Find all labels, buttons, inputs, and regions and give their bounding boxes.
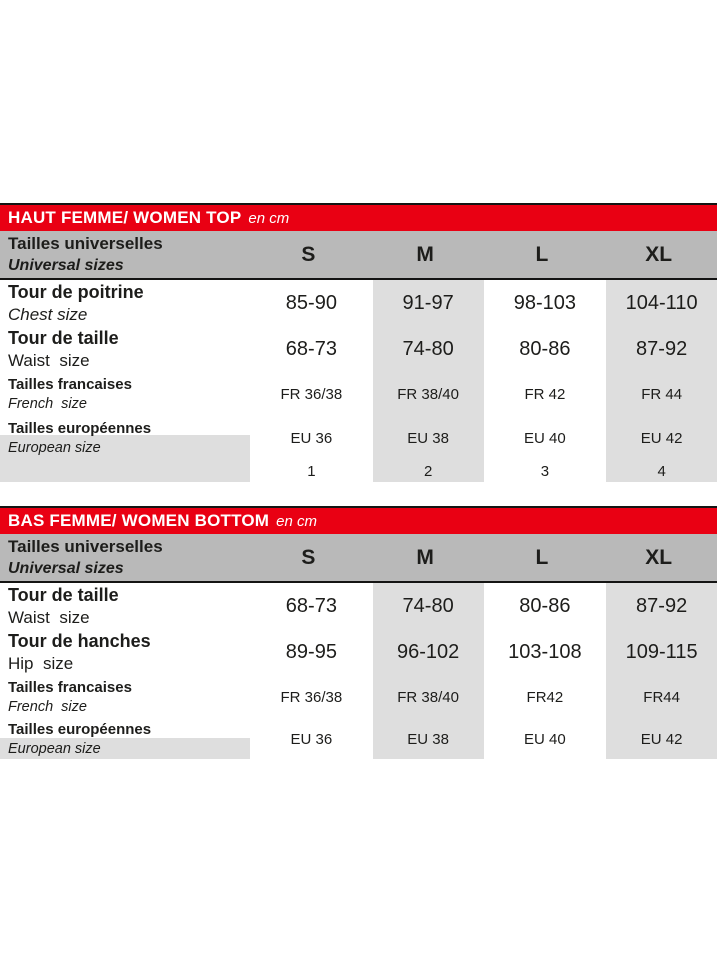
table-header-row: Tailles universelles Universal sizes S M L XL [0, 231, 717, 280]
table-row: Tailles francaises French size FR 36/38 FR … [0, 675, 717, 719]
size-value-cell: EU 38 [372, 719, 484, 759]
size-value-cell: 87-92 [606, 326, 717, 372]
size-table: HAUT FEMME/ WOMEN TOP en cm Tailles univer… [0, 203, 717, 482]
row-label: Tailles européennes European size [0, 719, 250, 759]
row-label: Tour de poitrine Chest size [0, 280, 250, 326]
size-value-cell: 85-90 [285, 291, 337, 314]
row-label-en: Chest size [8, 305, 88, 324]
footer-number-cell: 1 [307, 462, 316, 480]
row-label-fr: Tour de taille [8, 328, 119, 348]
size-value-cell: 80-86 [519, 337, 571, 360]
size-column-header: M [416, 545, 434, 569]
table-unit-label: en cm [276, 512, 318, 530]
row-label-en: European size [8, 741, 101, 757]
row-label-en: Hip size [8, 654, 74, 673]
table-title-band: BAS FEMME/ WOMEN BOTTOM en cm [0, 506, 717, 534]
size-charts-page: HAUT FEMME/ WOMEN TOP en cm Tailles univer… [0, 203, 720, 759]
row-label-fr: Tour de hanches [8, 631, 151, 651]
size-value-cell: EU 40 [524, 730, 566, 748]
size-column-header: L [535, 545, 549, 569]
row-label-fr: Tailles européennes [8, 420, 152, 437]
row-label-en: French size [8, 396, 87, 412]
row-label-fr: Tailles francaises [8, 376, 132, 393]
size-column-header: L [535, 242, 549, 266]
table-row: Tour de poitrine Chest size 85-90 91-97 98-1… [0, 280, 717, 326]
table-title: HAUT FEMME/ WOMEN TOP [8, 208, 242, 227]
row-label: Tailles francaises French size [0, 675, 250, 719]
corner-label: Tailles universelles Universal sizes [0, 231, 250, 278]
table-row: Tailles européennes European size EU 36 EU … [0, 416, 717, 460]
size-value-cell: FR 36/38 [280, 688, 343, 706]
corner-label: Tailles universelles Universal sizes [0, 534, 250, 581]
size-value-cell: FR 44 [606, 372, 717, 416]
size-value-cell: FR 38/40 [372, 372, 484, 416]
row-label: Tailles européennes European size [0, 416, 250, 460]
size-value-cell: 109-115 [606, 629, 717, 675]
row-label-fr: Tailles européennes [8, 721, 152, 738]
row-label: Tailles francaises French size [0, 372, 250, 416]
footer-number-cell: 3 [540, 462, 550, 480]
size-value-cell: EU 36 [290, 429, 333, 447]
corner-label-en: Universal sizes [8, 560, 124, 577]
size-value-cell: EU 38 [372, 416, 484, 460]
table-title-band: HAUT FEMME/ WOMEN TOP en cm [0, 203, 717, 231]
row-label: Tour de hanches Hip size [0, 629, 250, 675]
table-row: Tour de hanches Hip size 89-95 96-102 103-10… [0, 629, 717, 675]
corner-label-fr: Tailles universelles [8, 234, 163, 253]
table-row: Tailles francaises French size FR 36/38 FR … [0, 372, 717, 416]
row-label: Tour de taille Waist size [0, 583, 250, 629]
row-label-fr: Tailles francaises [8, 679, 132, 696]
size-value-cell: 87-92 [606, 583, 717, 629]
size-value-cell: EU 36 [290, 730, 333, 748]
size-column-header: S [301, 242, 316, 266]
footer-numbers-row: 1 2 3 4 [0, 460, 717, 482]
footer-number-cell: 4 [606, 460, 717, 482]
size-column-header: XL [645, 545, 673, 569]
size-value-cell: 74-80 [372, 583, 484, 629]
size-value-cell: 91-97 [372, 280, 484, 326]
table-row: Tour de taille Waist size 68-73 74-80 80-86 8… [0, 326, 717, 372]
row-label-en: Waist size [8, 351, 90, 370]
size-value-cell: 96-102 [372, 629, 484, 675]
row-label-fr: Tour de poitrine [8, 282, 144, 302]
row-label-en: European size [8, 440, 101, 456]
size-value-cell: EU 40 [524, 429, 566, 447]
row-label: Tour de taille Waist size [0, 326, 250, 372]
table-header-row: Tailles universelles Universal sizes S M L XL [0, 534, 717, 583]
size-value-cell: 98-103 [513, 291, 577, 314]
size-table: BAS FEMME/ WOMEN BOTTOM en cm Tailles univ… [0, 506, 717, 759]
table-unit-label: en cm [248, 209, 290, 227]
size-value-cell: 103-108 [508, 640, 582, 663]
size-value-cell: 68-73 [285, 594, 337, 617]
table-row: Tailles européennes European size EU 36 EU … [0, 719, 717, 759]
size-value-cell: EU 42 [606, 719, 717, 759]
size-value-cell: 104-110 [606, 280, 717, 326]
corner-label-fr: Tailles universelles [8, 537, 163, 556]
row-label-en: French size [8, 699, 87, 715]
size-value-cell: 74-80 [372, 326, 484, 372]
table-title: BAS FEMME/ WOMEN BOTTOM [8, 511, 270, 530]
size-value-cell: 89-95 [285, 640, 337, 663]
size-value-cell: FR 36/38 [280, 385, 343, 403]
size-value-cell: 80-86 [519, 594, 571, 617]
size-value-cell: FR 42 [524, 385, 566, 403]
table-row: Tour de taille Waist size 68-73 74-80 80-86 8… [0, 583, 717, 629]
corner-label-en: Universal sizes [8, 257, 124, 274]
row-label-en: Waist size [8, 608, 90, 627]
size-column-header: S [301, 545, 316, 569]
size-column-header: XL [645, 242, 673, 266]
size-column-header: M [416, 242, 434, 266]
size-value-cell: FR44 [606, 675, 717, 719]
size-charts-container: HAUT FEMME/ WOMEN TOP en cm Tailles univer… [0, 203, 720, 759]
size-value-cell: 68-73 [285, 337, 337, 360]
size-value-cell: FR42 [526, 688, 564, 706]
footer-row-label [0, 460, 250, 482]
size-value-cell: FR 38/40 [372, 675, 484, 719]
footer-number-cell: 2 [372, 460, 484, 482]
size-value-cell: EU 42 [606, 416, 717, 460]
row-label-fr: Tour de taille [8, 585, 119, 605]
